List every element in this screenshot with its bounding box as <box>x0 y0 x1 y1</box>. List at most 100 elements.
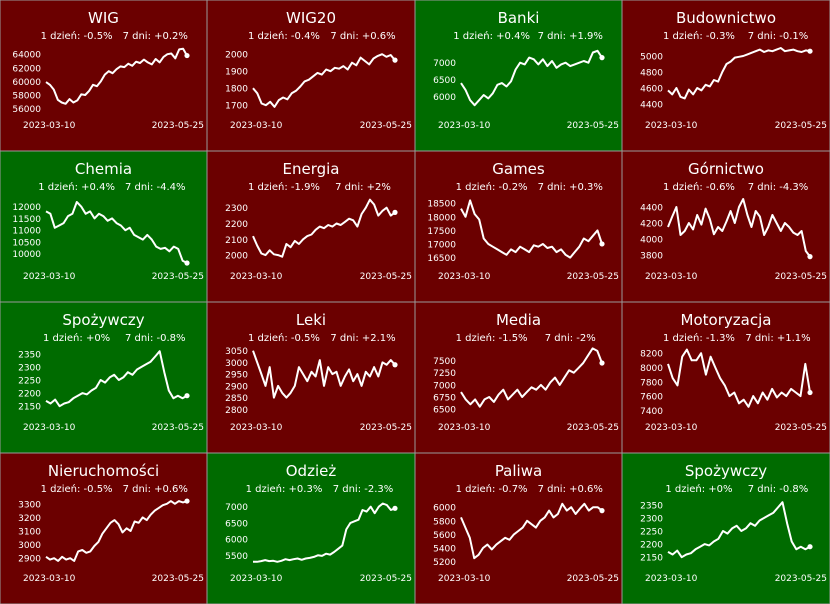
y-tick-label: 17500 <box>427 227 456 237</box>
series-line <box>253 502 396 563</box>
y-tick-label: 5000 <box>640 53 663 63</box>
x-end-label: 2023-05-25 <box>360 121 412 131</box>
panel-title: Energia <box>283 160 340 178</box>
y-tick-label: 7000 <box>433 59 456 69</box>
x-end-label: 2023-05-25 <box>152 272 204 282</box>
last-value-point <box>599 508 605 514</box>
day-change-label: 1 dzień: -1.5% <box>456 332 528 344</box>
last-value-point <box>184 52 190 59</box>
y-tick-label: 2100 <box>225 236 248 246</box>
week-change-label: 7 dni: -0.8% <box>748 484 809 495</box>
y-tick-label: 2950 <box>225 371 248 381</box>
y-tick-label: 5400 <box>433 545 456 555</box>
y-tick-label: 6000 <box>225 536 248 546</box>
week-change-label: 7 dni: +0.2% <box>123 31 188 42</box>
y-tick-label: 6500 <box>433 406 456 416</box>
y-tick-label: 3800 <box>640 252 663 262</box>
last-value-point <box>807 389 813 396</box>
last-value-point <box>184 260 190 266</box>
panel-background <box>207 0 415 151</box>
y-tick-label: 5600 <box>433 531 456 541</box>
y-tick-label: 2000 <box>225 252 248 262</box>
y-tick-label: 1700 <box>225 102 248 112</box>
panel-background <box>0 302 207 453</box>
y-tick-label: 62000 <box>12 64 41 74</box>
week-change-label: 7 dni: -4.4% <box>125 182 186 193</box>
series-line <box>45 201 188 264</box>
y-tick-label: 2300 <box>225 204 248 214</box>
panel-6: Games 1 dzień: -0.2% 7 dni: +0.3% 16500 1700… <box>415 151 622 302</box>
x-start-label: 2023-03-10 <box>23 423 76 433</box>
y-tick-label: 6500 <box>433 76 456 86</box>
y-tick-label: 7400 <box>640 407 663 417</box>
x-start-label: 2023-03-10 <box>23 574 76 584</box>
x-end-label: 2023-05-25 <box>152 423 204 433</box>
last-value-point <box>184 393 190 399</box>
day-change-label: 1 dzień: -0.7% <box>456 483 528 495</box>
y-tick-label: 2900 <box>18 555 41 565</box>
x-end-label: 2023-05-25 <box>775 272 827 282</box>
panel-title: Górnictwo <box>688 160 764 178</box>
y-tick-label: 2200 <box>640 541 663 551</box>
y-tick-label: 2150 <box>640 554 663 564</box>
y-tick-label: 4400 <box>640 204 663 214</box>
y-tick-label: 3000 <box>18 541 41 551</box>
y-tick-label: 17000 <box>427 240 456 250</box>
y-tick-label: 12000 <box>12 203 41 213</box>
y-tick-label: 4600 <box>640 85 663 95</box>
series-line <box>667 198 811 258</box>
y-tick-label: 2250 <box>18 377 41 387</box>
x-end-label: 2023-05-25 <box>152 121 204 131</box>
y-tick-label: 10500 <box>12 238 41 248</box>
panel-background <box>0 151 207 302</box>
panel-3: Budownictwo 1 dzień: -0.3% 7 dni: -0.1% 440… <box>622 0 830 151</box>
x-end-label: 2023-05-25 <box>775 121 827 131</box>
day-change-label: 1 dzień: +0.3% <box>246 483 323 495</box>
x-end-label: 2023-05-25 <box>360 423 412 433</box>
day-change-label: 1 dzień: +0% <box>665 483 732 495</box>
x-end-label: 2023-05-25 <box>567 121 619 131</box>
panel-11: Motoryzacja 1 dzień: -1.3% 7 dni: +1.1% 740… <box>622 302 830 453</box>
x-end-label: 2023-05-25 <box>567 423 619 433</box>
panel-background <box>415 302 622 453</box>
y-tick-label: 2350 <box>18 350 41 360</box>
last-value-point <box>807 254 813 260</box>
last-value-point <box>599 241 605 247</box>
y-tick-label: 1900 <box>225 68 248 78</box>
day-change-label: 1 dzień: -1.9% <box>248 181 320 193</box>
x-end-label: 2023-05-25 <box>360 272 412 282</box>
panel-1: WIG20 1 dzień: -0.4% 7 dni: +0.6% 1700 1800 1… <box>207 0 415 151</box>
last-value-point <box>392 57 398 63</box>
week-change-label: 7 dni: -0.1% <box>748 31 809 42</box>
panel-9: Leki 1 dzień: -0.5% 7 dni: +2.1% 2800 2850 29… <box>207 302 415 453</box>
panel-background <box>0 453 207 604</box>
x-start-label: 2023-03-10 <box>23 121 76 131</box>
week-change-label: 7 dni: +2% <box>335 182 391 193</box>
last-value-point <box>392 505 398 511</box>
y-tick-label: 3000 <box>225 359 248 369</box>
panel-title: Games <box>492 160 545 178</box>
last-value-point <box>392 362 398 368</box>
x-end-label: 2023-05-25 <box>152 574 204 584</box>
y-tick-label: 2000 <box>225 51 248 61</box>
panel-title: WIG <box>88 9 119 27</box>
x-start-label: 2023-03-10 <box>230 272 283 282</box>
y-tick-label: 64000 <box>12 51 41 61</box>
day-change-label: 1 dzień: -1.3% <box>663 332 735 344</box>
y-tick-label: 4200 <box>640 220 663 230</box>
panel-4: Chemia 1 dzień: +0.4% 7 dni: -4.4% 10000 105… <box>0 151 207 302</box>
y-tick-label: 18000 <box>427 213 456 223</box>
panel-12: Nieruchomości 1 dzień: -0.5% 7 dni: +0.6% 2… <box>0 453 207 604</box>
y-tick-label: 8200 <box>640 350 663 360</box>
y-tick-label: 2250 <box>640 528 663 538</box>
y-tick-label: 18500 <box>427 200 456 210</box>
last-value-point <box>184 498 190 504</box>
y-tick-label: 2200 <box>18 390 41 400</box>
week-change-label: 7 dni: +0.6% <box>538 484 603 495</box>
panel-title: Budownictwo <box>676 9 776 27</box>
x-end-label: 2023-05-25 <box>775 423 827 433</box>
y-tick-label: 60000 <box>12 78 41 88</box>
x-start-label: 2023-03-10 <box>230 423 283 433</box>
day-change-label: 1 dzień: -0.4% <box>248 30 320 42</box>
